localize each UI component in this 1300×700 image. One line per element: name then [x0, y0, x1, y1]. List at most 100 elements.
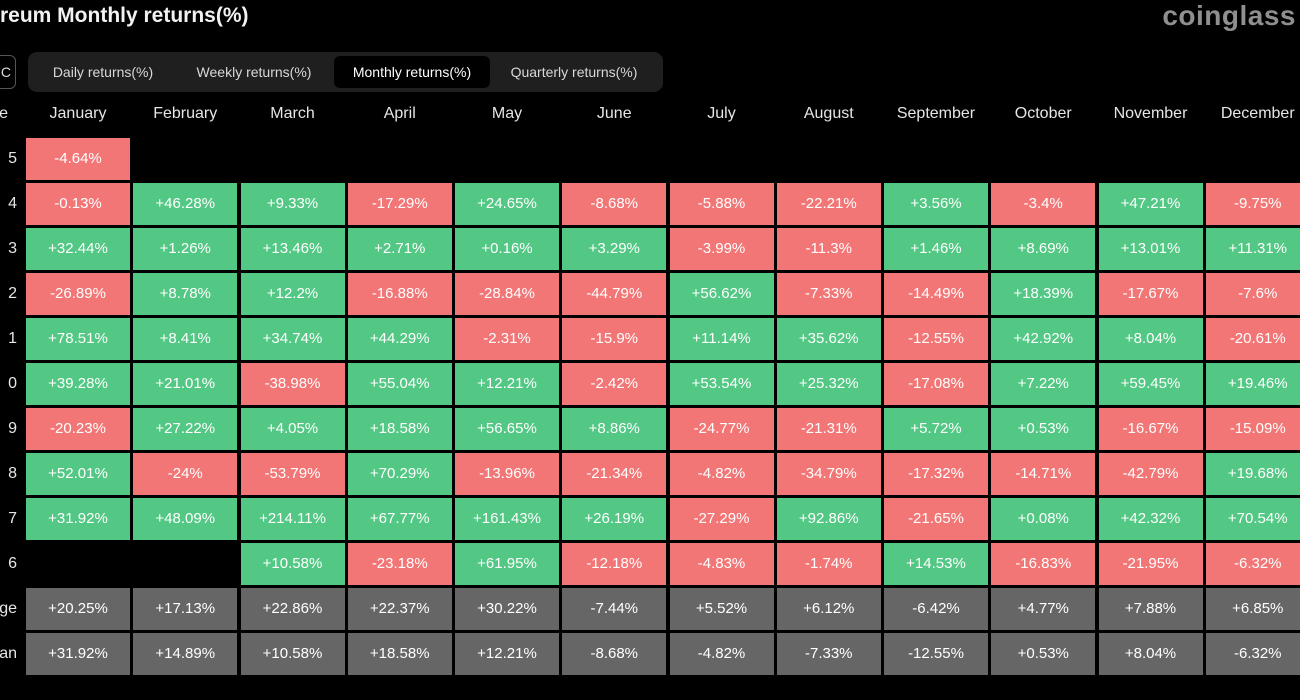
table-cell: -3.99% [669, 228, 774, 270]
table-cell: +1.26% [133, 228, 238, 270]
table-cell: +78.51% [26, 318, 130, 360]
table-cell: +12.2% [240, 273, 345, 315]
table-cell: +11.14% [669, 318, 774, 360]
table-cell: -9.75% [1205, 183, 1300, 225]
row-label: 7 [8, 510, 17, 527]
table-cell: +3.29% [562, 228, 667, 270]
column-header: June [596, 105, 632, 122]
table-cell: +42.32% [1098, 498, 1203, 540]
row-label: 6 [8, 555, 17, 572]
logo: coinglass [1162, 0, 1296, 31]
table-cell: +10.58% [240, 633, 345, 675]
table-cell: -15.9% [562, 318, 667, 360]
table-cell: +4.77% [991, 588, 1096, 630]
table-cell: -24% [133, 453, 238, 495]
table-cell: +21.01% [133, 363, 238, 405]
row-label: 8 [8, 465, 17, 482]
table-cell: -15.09% [1205, 408, 1300, 450]
table-cell: -13.96% [455, 453, 559, 495]
table-cell: +7.88% [1098, 588, 1203, 630]
table-cell: -4.82% [669, 633, 774, 675]
column-header: August [803, 105, 854, 122]
table-cell: -34.79% [776, 453, 881, 495]
column-header: March [270, 105, 315, 122]
table-cell: +8.69% [991, 228, 1096, 270]
row-label: an [0, 645, 17, 662]
column-header: February [153, 105, 218, 122]
table-cell: +48.09% [133, 498, 238, 540]
table-cell: +56.65% [455, 408, 559, 450]
table-cell: -6.32% [1205, 543, 1300, 585]
table-cell: +59.45% [1098, 363, 1203, 405]
table-cell: +44.29% [347, 318, 452, 360]
row-label: 5 [8, 150, 17, 167]
table-cell: +53.54% [669, 363, 774, 405]
tab[interactable]: Weekly returns(%) [196, 64, 312, 80]
table-cell: -6.42% [884, 588, 988, 630]
table-cell: +20.25% [26, 588, 130, 630]
table-cell: +5.52% [669, 588, 774, 630]
table-cell: -7.33% [776, 273, 881, 315]
table-cell: +8.86% [562, 408, 667, 450]
page-title: reum Monthly returns(%) [0, 4, 249, 27]
table-cell: +18.58% [347, 408, 452, 450]
table-cell: -4.83% [669, 543, 774, 585]
table-cell: +92.86% [776, 498, 881, 540]
table-cell: -24.77% [669, 408, 774, 450]
table-cell: -0.13% [26, 183, 130, 225]
table-cell: +5.72% [884, 408, 988, 450]
table-cell: +14.89% [133, 633, 238, 675]
table-cell: +8.04% [1098, 318, 1203, 360]
row-label: 9 [8, 420, 17, 437]
table-cell: -21.31% [776, 408, 881, 450]
table-cell: -20.61% [1205, 318, 1300, 360]
table-cell: +31.92% [26, 633, 130, 675]
column-header: May [491, 105, 523, 122]
table-cell: -6.32% [1205, 633, 1300, 675]
table-cell: +7.22% [991, 363, 1096, 405]
column-header: July [707, 105, 736, 122]
table-cell: -16.88% [347, 273, 452, 315]
table-cell: +18.39% [991, 273, 1096, 315]
table-cell: -16.83% [991, 543, 1096, 585]
table-cell: -14.49% [884, 273, 988, 315]
table-cell: +12.21% [455, 363, 559, 405]
table-cell: +67.77% [347, 498, 452, 540]
button[interactable]: C [0, 55, 16, 89]
table-cell: +1.46% [884, 228, 988, 270]
table-cell: +0.53% [991, 633, 1096, 675]
table-cell: -27.29% [669, 498, 774, 540]
table-cell: +39.28% [26, 363, 130, 405]
table-cell: -8.68% [562, 633, 667, 675]
table-cell: +10.58% [240, 543, 345, 585]
row-label: 0 [8, 375, 17, 392]
table-cell: -14.71% [991, 453, 1096, 495]
table-cell: +55.04% [347, 363, 452, 405]
tab[interactable]: Quarterly returns(%) [510, 64, 638, 80]
table-cell: +32.44% [26, 228, 130, 270]
table-cell: +56.62% [669, 273, 774, 315]
table-cell: -8.68% [562, 183, 667, 225]
table-cell: -21.65% [884, 498, 988, 540]
table-cell: +31.92% [26, 498, 130, 540]
column-header: April [383, 105, 416, 122]
tab[interactable]: Monthly returns(%) [334, 56, 490, 88]
table-cell: -42.79% [1098, 453, 1203, 495]
table-cell: +35.62% [776, 318, 881, 360]
table-cell: -12.18% [562, 543, 667, 585]
table-cell: +12.21% [455, 633, 559, 675]
table-cell: +2.71% [347, 228, 452, 270]
table-cell: +24.65% [455, 183, 559, 225]
table-cell: -44.79% [562, 273, 667, 315]
tab[interactable]: Daily returns(%) [52, 64, 154, 80]
table-cell: +17.13% [133, 588, 238, 630]
table-cell: +61.95% [455, 543, 559, 585]
table-cell: -26.89% [26, 273, 130, 315]
table-cell: -4.64% [26, 138, 130, 180]
table-cell: -17.32% [884, 453, 988, 495]
table-cell: +13.01% [1098, 228, 1203, 270]
column-header: October [1014, 105, 1072, 122]
table-cell: -1.74% [776, 543, 881, 585]
table-cell: +22.86% [240, 588, 345, 630]
